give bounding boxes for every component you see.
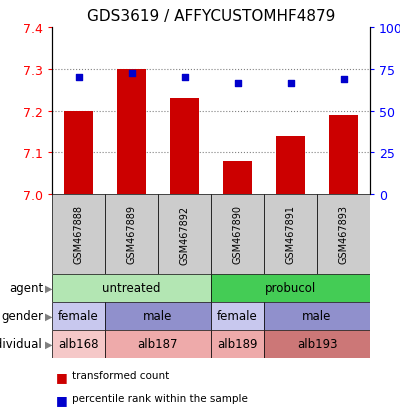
- Text: alb189: alb189: [217, 338, 258, 351]
- Bar: [276, 136, 305, 195]
- Bar: [317, 195, 370, 274]
- Bar: [264, 330, 370, 358]
- Bar: [170, 99, 199, 195]
- Text: probucol: probucol: [265, 282, 316, 295]
- Bar: [64, 111, 93, 195]
- Title: GDS3619 / AFFYCUSTOMHF4879: GDS3619 / AFFYCUSTOMHF4879: [87, 9, 335, 24]
- Text: male: male: [302, 310, 332, 323]
- Bar: [264, 302, 370, 330]
- Bar: [211, 330, 264, 358]
- Bar: [211, 195, 264, 274]
- Bar: [158, 195, 211, 274]
- Text: alb193: alb193: [297, 338, 337, 351]
- Text: alb168: alb168: [58, 338, 99, 351]
- Text: ▶: ▶: [45, 311, 53, 321]
- Point: [75, 75, 82, 81]
- Text: GSM467893: GSM467893: [338, 205, 348, 264]
- Bar: [329, 115, 358, 195]
- Bar: [211, 274, 370, 302]
- Text: ▶: ▶: [45, 339, 53, 349]
- Text: ■: ■: [56, 370, 68, 383]
- Bar: [52, 330, 105, 358]
- Text: alb187: alb187: [138, 338, 178, 351]
- Text: female: female: [58, 310, 99, 323]
- Text: agent: agent: [9, 282, 43, 295]
- Text: untreated: untreated: [102, 282, 161, 295]
- Bar: [105, 302, 211, 330]
- Bar: [223, 161, 252, 195]
- Bar: [52, 274, 211, 302]
- Text: GSM467889: GSM467889: [126, 205, 136, 264]
- Text: transformed count: transformed count: [72, 370, 169, 380]
- Point: [234, 81, 241, 88]
- Text: ■: ■: [56, 393, 68, 406]
- Bar: [117, 69, 146, 195]
- Bar: [105, 330, 211, 358]
- Text: GSM467892: GSM467892: [180, 205, 190, 264]
- Text: GSM467890: GSM467890: [232, 205, 242, 264]
- Bar: [52, 195, 105, 274]
- Bar: [105, 195, 158, 274]
- Point: [181, 75, 188, 81]
- Bar: [264, 195, 317, 274]
- Point: [287, 81, 294, 88]
- Text: percentile rank within the sample: percentile rank within the sample: [72, 393, 248, 403]
- Text: male: male: [143, 310, 173, 323]
- Text: GSM467888: GSM467888: [74, 205, 84, 264]
- Bar: [52, 302, 105, 330]
- Text: ▶: ▶: [45, 283, 53, 293]
- Text: gender: gender: [1, 310, 43, 323]
- Bar: [211, 302, 264, 330]
- Point: [128, 71, 135, 77]
- Point: [340, 77, 347, 83]
- Text: GSM467891: GSM467891: [286, 205, 296, 264]
- Text: individual: individual: [0, 338, 43, 351]
- Text: female: female: [217, 310, 258, 323]
